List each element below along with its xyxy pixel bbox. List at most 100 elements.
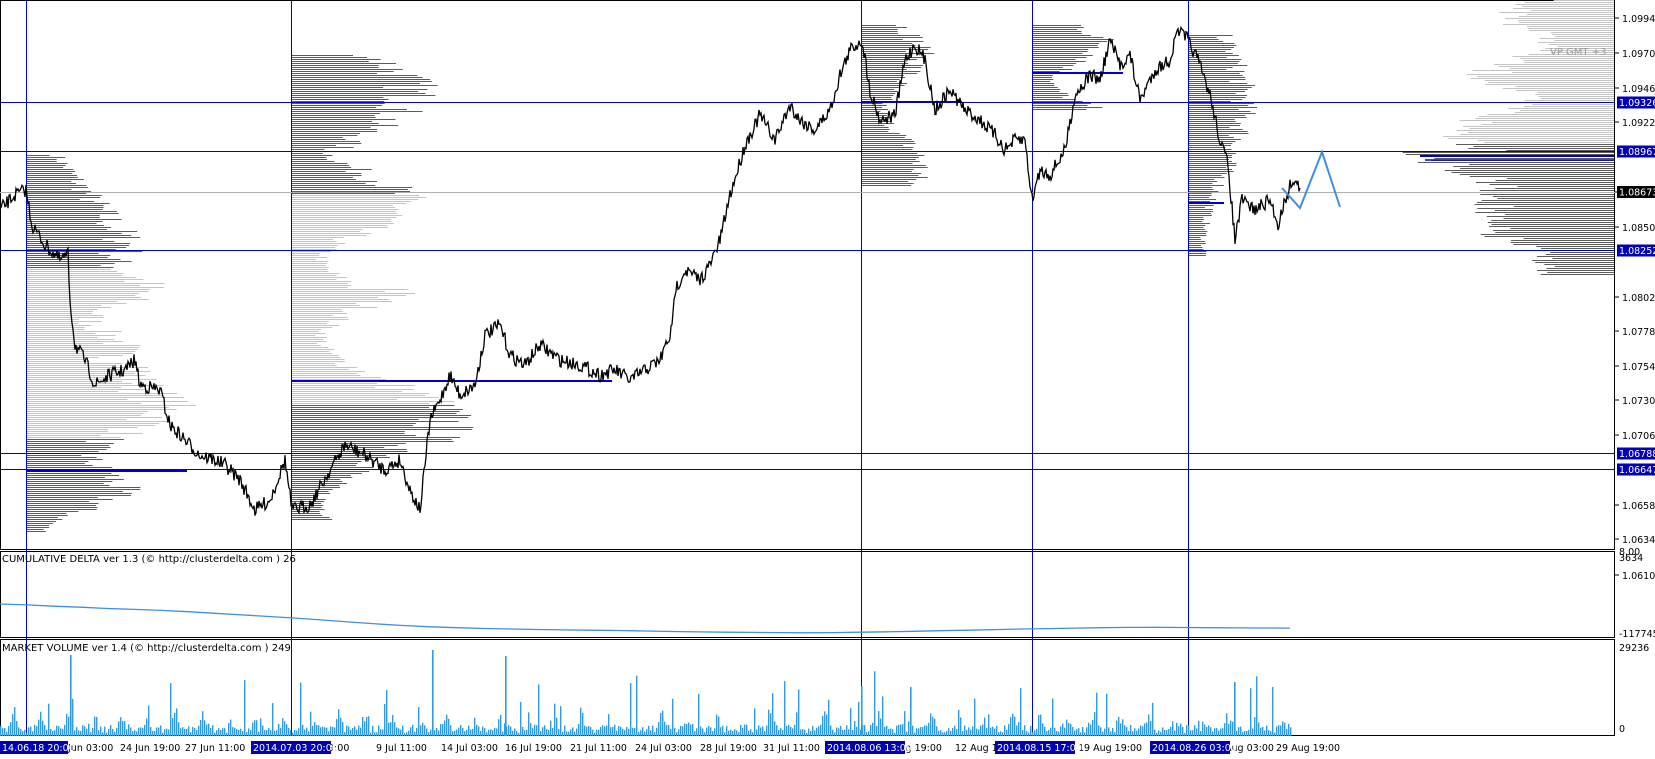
volume-bar xyxy=(748,730,750,736)
volume-bar xyxy=(496,728,498,736)
volume-bar xyxy=(382,729,384,736)
volume-bar xyxy=(768,709,770,736)
volume-bar xyxy=(110,725,112,736)
volume-bar xyxy=(1254,717,1256,736)
volume-bar xyxy=(324,727,326,736)
volume-bar xyxy=(238,729,240,736)
volume-bar xyxy=(630,683,632,736)
volume-bar xyxy=(908,721,910,736)
volume-bar xyxy=(704,732,706,736)
volume-bar xyxy=(330,726,332,736)
volume-bar xyxy=(304,729,306,736)
volume-bar xyxy=(586,726,588,736)
volume-spike xyxy=(861,686,863,736)
volume-bar xyxy=(178,722,180,736)
volume-bar xyxy=(430,729,432,736)
volume-bar xyxy=(1200,730,1202,736)
volume-bar xyxy=(1014,716,1016,736)
volume-bar xyxy=(1100,727,1102,736)
volume-bar xyxy=(540,731,542,736)
volume-bar xyxy=(602,725,604,736)
volume-bar xyxy=(210,727,212,736)
volume-bar xyxy=(754,708,756,736)
volume-bar xyxy=(672,698,674,736)
volume-bar xyxy=(40,711,42,736)
volume-bar xyxy=(1116,720,1118,736)
volume-bar xyxy=(1184,732,1186,736)
volume-bar xyxy=(530,723,532,736)
volume-bar xyxy=(1218,730,1220,736)
volume-bar xyxy=(176,708,178,736)
volume-bar xyxy=(250,730,252,736)
volume-bar xyxy=(780,728,782,736)
price-tick-label: 1.07545 xyxy=(1622,362,1655,373)
volume-bar xyxy=(1174,730,1176,736)
volume-bar xyxy=(1190,730,1192,736)
volume-bar xyxy=(494,727,496,736)
volume-bar xyxy=(886,725,888,736)
volume-bar xyxy=(1242,732,1244,736)
price-tick-label: 1.07305 xyxy=(1622,396,1655,407)
volume-bar xyxy=(364,721,366,736)
volume-bar xyxy=(1164,730,1166,736)
volume-bar xyxy=(852,729,854,736)
volume-bar xyxy=(576,728,578,736)
volume-bar xyxy=(338,709,340,736)
volume-bar xyxy=(834,732,836,736)
volume-bar xyxy=(1088,722,1090,736)
volume-bar xyxy=(450,725,452,736)
volume-bar xyxy=(532,728,534,736)
volume-bar xyxy=(762,726,764,736)
volume-bar xyxy=(272,703,274,736)
price-tick-label: 1.09460 xyxy=(1622,84,1655,95)
volume-bar xyxy=(764,731,766,736)
volume-bar xyxy=(182,727,184,736)
volume-bar xyxy=(1272,686,1274,736)
volume-bar xyxy=(640,730,642,736)
level-label: 1.09326 xyxy=(1619,98,1655,109)
volume-bar xyxy=(654,732,656,736)
volume-bar xyxy=(620,726,622,736)
volume-bar xyxy=(1146,722,1148,736)
volume-bar xyxy=(1026,731,1028,736)
volume-bar xyxy=(298,728,300,736)
volume-bar xyxy=(1102,731,1104,736)
volume-bar xyxy=(894,732,896,736)
volume-bar xyxy=(550,720,552,736)
level-label: 1.08252 xyxy=(1619,246,1655,257)
volume-bar xyxy=(264,730,266,736)
volume-bar xyxy=(1180,723,1182,736)
time-label: Jun 03:00 xyxy=(67,743,113,754)
volume-bar xyxy=(598,729,600,736)
volume-bar xyxy=(94,716,96,736)
volume-bar xyxy=(202,711,204,736)
volume-bar xyxy=(16,721,18,736)
volume-bar xyxy=(946,730,948,736)
volume-bar xyxy=(54,730,56,736)
volume-bar xyxy=(788,724,790,736)
volume-bar xyxy=(1136,730,1138,736)
volume-bar xyxy=(414,731,416,736)
time-label-box xyxy=(251,741,331,754)
volume-bar xyxy=(1130,725,1132,736)
volume-bar xyxy=(1274,732,1276,736)
volume-bar xyxy=(728,730,730,736)
volume-bar xyxy=(520,701,522,736)
volume-bar xyxy=(624,730,626,736)
volume-bar xyxy=(524,730,526,736)
volume-bar xyxy=(148,705,150,736)
volume-bar xyxy=(486,732,488,736)
price-tick-label: 1.06585 xyxy=(1622,501,1655,512)
volume-bar xyxy=(236,729,238,736)
volume-bar xyxy=(662,710,664,736)
volume-bar xyxy=(734,729,736,736)
volume-bar xyxy=(982,724,984,736)
volume-bar xyxy=(1126,727,1128,736)
volume-bar xyxy=(402,725,404,736)
volume-bar xyxy=(260,718,262,736)
price-tick-label: 1.09700 xyxy=(1622,49,1655,60)
volume-bar xyxy=(926,725,928,736)
volume-bar xyxy=(628,728,630,736)
volume-bar xyxy=(902,724,904,736)
